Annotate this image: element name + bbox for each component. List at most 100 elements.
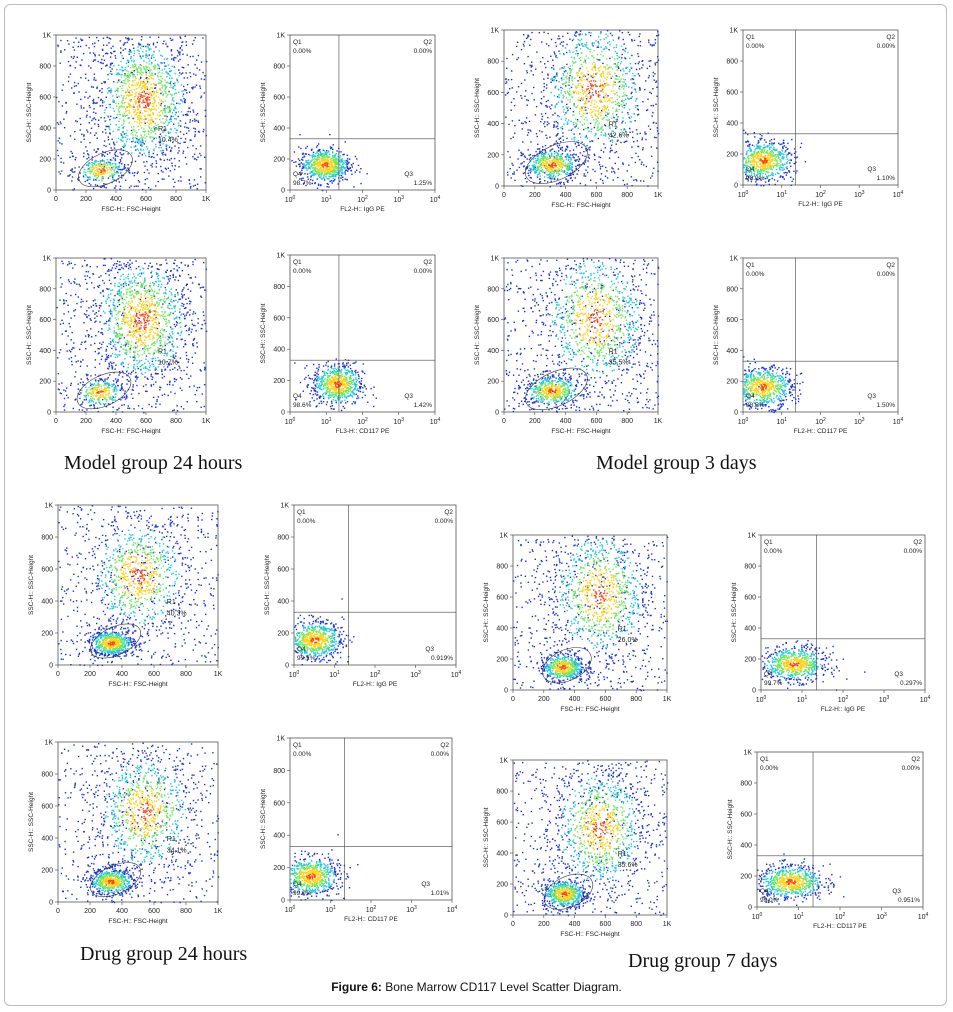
event-dot: [566, 173, 568, 175]
x-axis-label: FL2-H:: IgG PE: [340, 206, 385, 213]
event-dot: [556, 73, 558, 76]
event-dot: [102, 44, 105, 46]
event-dot: [138, 119, 141, 121]
event-dot: [87, 163, 90, 165]
event-dot: [606, 76, 608, 78]
event-dot: [628, 34, 631, 36]
event-dot: [526, 158, 528, 160]
event-dot: [586, 137, 589, 140]
event-dot: [585, 102, 588, 105]
event-dot: [527, 36, 529, 38]
event-dot: [606, 115, 608, 118]
event-dot: [565, 97, 568, 99]
event-dot: [552, 78, 554, 80]
event-dot: [342, 163, 344, 165]
event-dot: [96, 137, 98, 139]
event-dot: [173, 123, 175, 125]
event-dot: [341, 159, 343, 161]
event-dot: [94, 172, 97, 174]
event-dot: [132, 172, 134, 174]
event-dot: [152, 44, 155, 46]
event-dot: [130, 51, 133, 53]
event-dot: [89, 176, 91, 178]
event-dot: [750, 154, 752, 157]
event-dot: [115, 167, 117, 169]
event-dot: [565, 167, 568, 169]
event-dot: [595, 133, 597, 136]
event-dot: [594, 80, 597, 82]
event-dot: [93, 117, 95, 119]
event-dot: [130, 133, 132, 135]
event-dot: [171, 147, 173, 149]
event-dot: [169, 37, 172, 40]
event-dot: [177, 111, 180, 113]
event-dot: [772, 153, 774, 155]
event-dot: [346, 178, 348, 181]
event-dot: [559, 37, 561, 40]
event-dot: [155, 124, 157, 126]
event-dot: [144, 140, 147, 142]
event-dot: [560, 181, 562, 183]
event-dot: [153, 96, 155, 99]
event-dot: [615, 108, 618, 110]
event-dot: [183, 77, 185, 79]
event-dot: [624, 50, 626, 52]
event-dot: [586, 73, 588, 75]
event-dot: [568, 81, 570, 83]
event-dot: [754, 136, 756, 138]
event-dot: [163, 139, 165, 141]
event-dot: [634, 161, 637, 164]
event-dot: [588, 130, 590, 132]
x-tick-label: 800: [621, 192, 633, 199]
event-dot: [133, 126, 135, 128]
event-dot: [572, 122, 575, 124]
event-dot: [101, 159, 104, 161]
event-dot: [771, 168, 774, 171]
event-dot: [633, 82, 635, 84]
event-dot: [178, 147, 180, 149]
event-dot: [589, 91, 591, 94]
event-dot: [92, 162, 94, 164]
event-dot: [338, 170, 340, 172]
event-dot: [568, 119, 570, 121]
event-dot: [119, 160, 122, 162]
event-dot: [510, 109, 512, 111]
event-dot: [137, 114, 139, 117]
event-dot: [172, 178, 174, 180]
event-dot: [152, 102, 154, 105]
event-dot: [546, 84, 548, 86]
event-dot: [149, 109, 151, 111]
event-dot: [539, 173, 541, 175]
event-dot: [162, 143, 164, 145]
event-dot: [638, 61, 640, 63]
event-dot: [520, 48, 523, 51]
event-dot: [172, 86, 175, 88]
event-dot: [764, 173, 767, 175]
event-dot: [114, 154, 117, 157]
event-dot: [530, 38, 532, 41]
event-dot: [333, 171, 336, 173]
event-dot: [123, 167, 125, 169]
event-dot: [117, 109, 120, 111]
event-dot: [118, 166, 120, 168]
event-dot: [150, 69, 152, 71]
event-dot: [97, 165, 99, 167]
event-dot: [326, 182, 328, 185]
event-dot: [771, 142, 773, 144]
event-dot: [598, 43, 600, 45]
event-dot: [166, 58, 168, 61]
event-dot: [772, 155, 774, 157]
event-dot: [321, 173, 323, 176]
event-dot: [534, 172, 536, 174]
event-dot: [300, 173, 302, 176]
event-dot: [60, 170, 63, 172]
event-dot: [85, 44, 87, 47]
event-dot: [506, 92, 509, 95]
event-dot: [148, 131, 150, 133]
event-dot: [567, 106, 570, 108]
event-dot: [313, 167, 315, 169]
event-dot: [140, 96, 142, 98]
event-dot: [141, 112, 143, 114]
event-dot: [58, 100, 60, 103]
event-dot: [656, 86, 658, 88]
